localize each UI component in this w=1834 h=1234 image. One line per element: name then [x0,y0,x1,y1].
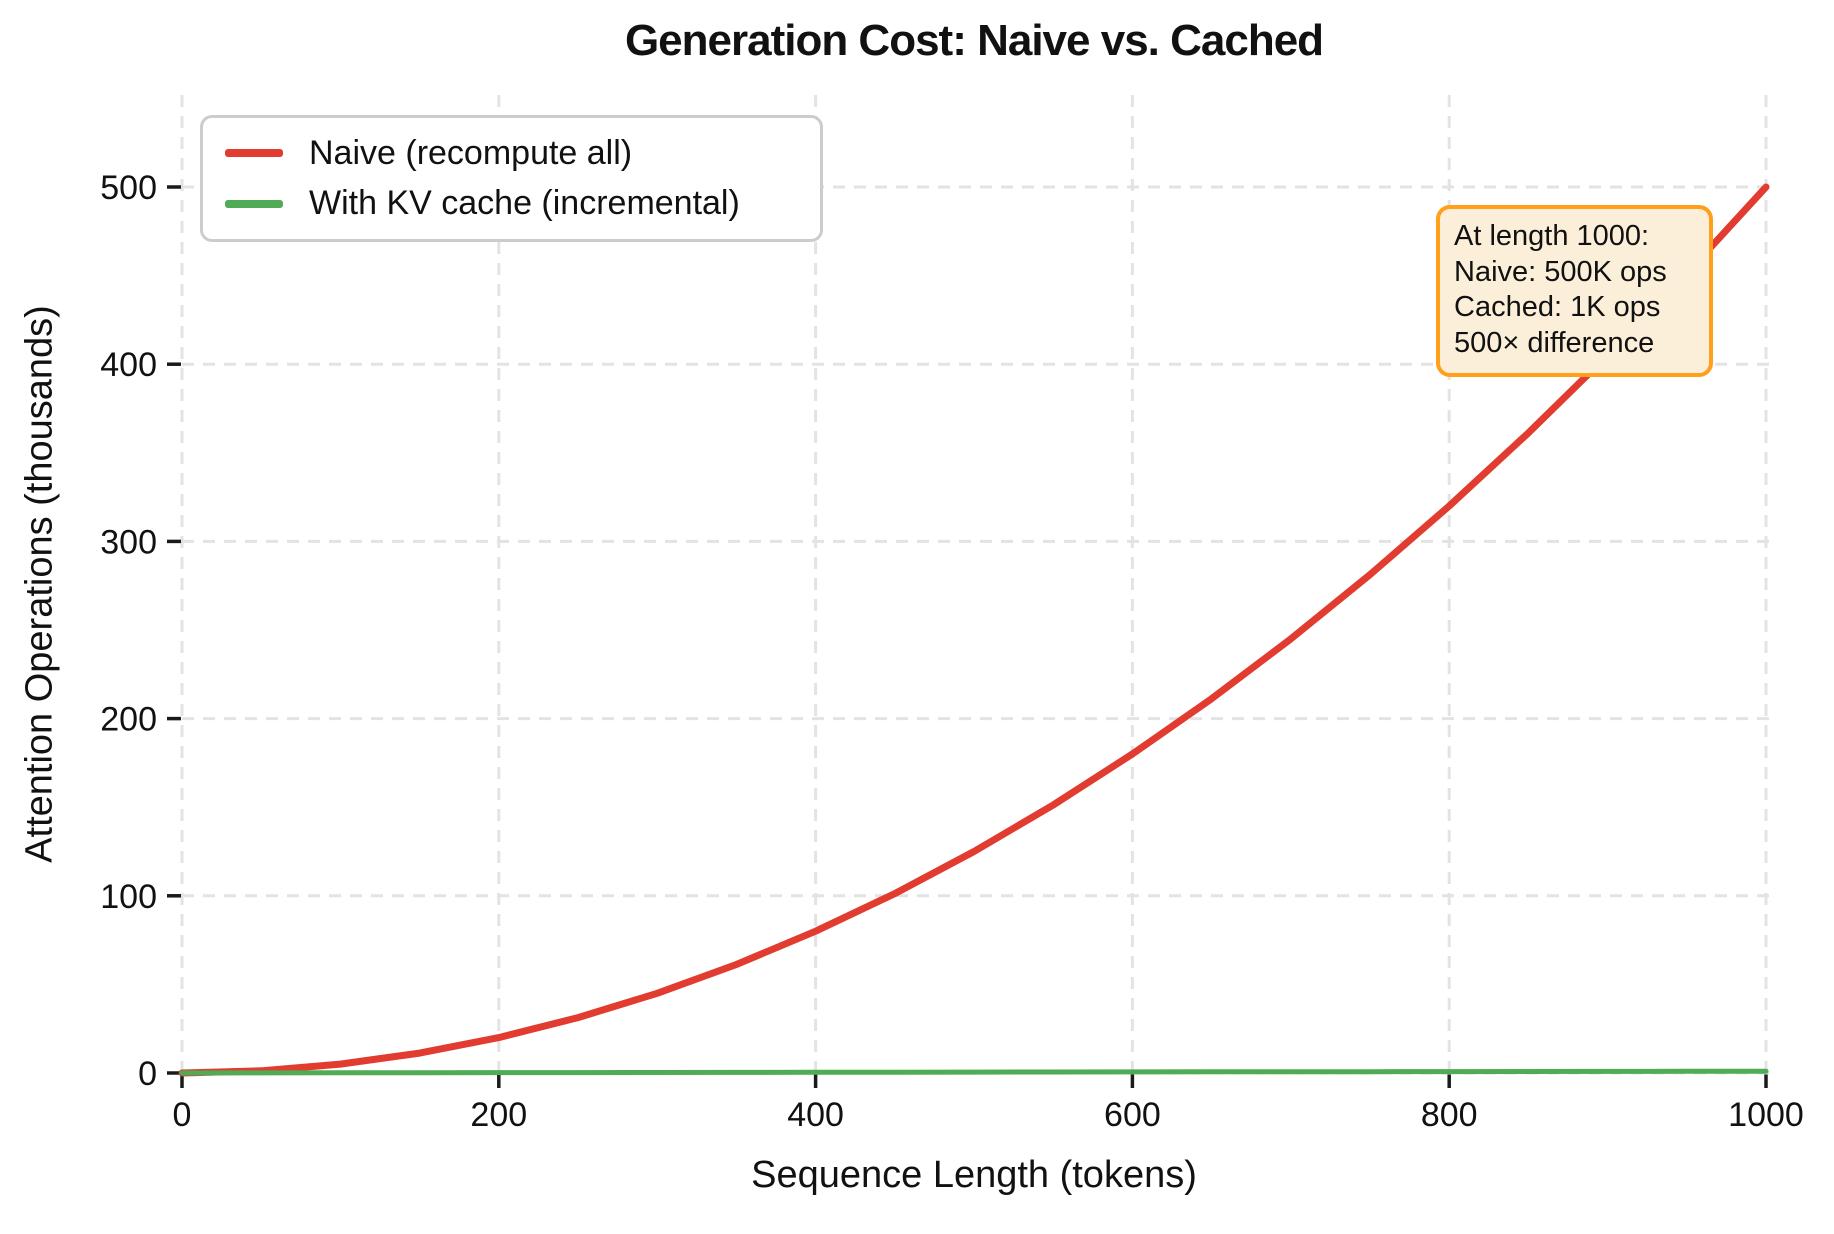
legend-label-naive: Naive (recompute all) [309,133,633,172]
y-tick-label: 0 [138,1055,157,1093]
legend: Naive (recompute all) With KV cache (inc… [200,115,823,242]
y-tick-label: 500 [100,169,157,207]
chart-title: Generation Cost: Naive vs. Cached [624,16,1324,65]
annotation-line-3: Cached: 1K ops [1454,291,1661,323]
x-tick-label: 600 [1104,1096,1161,1134]
annotation-line-1: At length 1000: [1454,220,1650,252]
legend-label-cached: With KV cache (incremental) [309,184,740,223]
y-tick-label: 300 [100,523,157,561]
y-axis-label: Attention Operations (thousands) [18,305,61,863]
annotation-box: At length 1000: Naive: 500K ops Cached: … [1436,205,1713,377]
x-tick-label: 400 [787,1096,844,1134]
x-axis-label: Sequence Length (tokens) [751,1154,1197,1196]
x-tick-label: 200 [470,1096,527,1134]
legend-item-naive: Naive (recompute all) [203,134,820,173]
legend-swatch-naive [225,149,283,158]
x-tick-label: 800 [1421,1096,1478,1134]
y-tick-label: 100 [100,878,157,916]
legend-item-cached: With KV cache (incremental) [203,184,820,223]
y-tick-label: 200 [100,701,157,739]
series-line-cached [179,1068,1769,1076]
annotation-line-2: Naive: 500K ops [1454,255,1667,288]
legend-swatch-cached [225,199,283,208]
x-tick-label: 1000 [1728,1096,1804,1134]
x-tick-label: 0 [173,1096,192,1134]
series-line-naive [178,183,1770,1077]
y-tick-label: 400 [100,346,157,384]
annotation-line-4: 500× difference [1454,326,1655,359]
